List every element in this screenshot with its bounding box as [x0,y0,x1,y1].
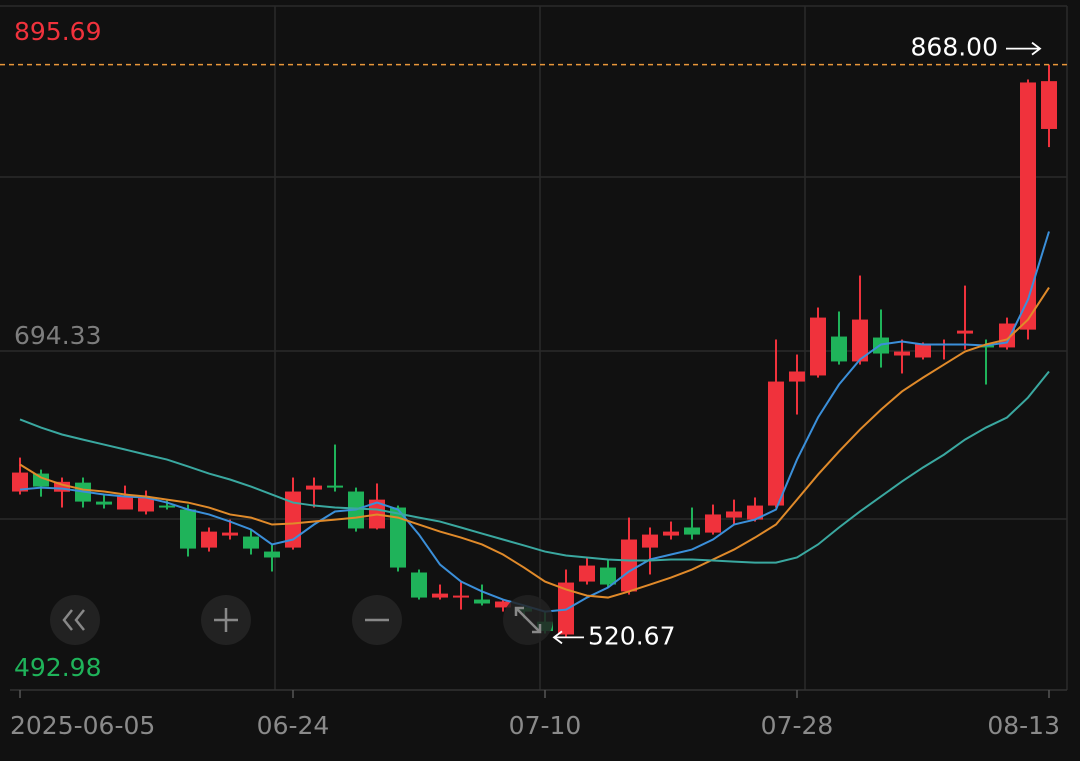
candle-body [96,501,112,505]
candle-body [915,343,931,358]
candle-body [705,514,721,533]
zoom-in-button[interactable] [201,595,251,645]
candle-body [579,565,595,582]
candle-body [663,531,679,536]
candle-body [474,599,490,604]
candle-body [1041,81,1057,129]
candle-body [726,511,742,518]
candle-body [810,317,826,376]
candle-body [789,371,805,382]
y-tick-label: 895.69 [14,17,101,46]
scroll-left-button[interactable] [50,595,100,645]
min-label: 520.67 [588,621,675,650]
x-tick-label: 06-24 [257,711,330,740]
grid [0,5,1068,691]
candle-body [138,497,154,512]
candle-body [411,572,427,598]
x-tick-label: 08-13 [987,711,1060,740]
candle-body [453,595,469,598]
candle-body [957,330,973,334]
candle-body [306,485,322,490]
zoom-out-button[interactable] [352,595,402,645]
candle-body [894,351,910,356]
candle-body [600,567,616,585]
candle-body [243,536,259,549]
y-tick-label: 694.33 [14,321,101,350]
candle-body [642,534,658,548]
candle-body [285,491,301,548]
candle-body [747,505,763,520]
labels: 492.98 694.33 895.69 2025-06-05 06-24 07-10 07… [10,17,1060,740]
candle-body [495,601,511,608]
plot [0,63,1067,698]
min-arrow-head [552,630,563,645]
candle-body [222,532,238,536]
candle-body [390,507,406,568]
candle-body [159,505,175,508]
x-tick-label: 07-28 [761,711,834,740]
y-tick-label: 492.98 [14,653,101,682]
x-tick-label: 2025-06-05 [10,711,155,740]
x-tick-label: 07-10 [509,711,582,740]
toolbar [50,595,553,645]
ma-line [19,370,1050,564]
ma-line [19,287,1050,599]
candle-body [432,593,448,598]
candle-body [327,485,343,488]
max-arrow-head [1031,41,1042,56]
candle-body [831,336,847,362]
max-label: 868.00 [911,33,998,62]
candle-body [12,472,28,492]
expand-button[interactable] [503,595,553,645]
candle-body [684,527,700,535]
candle-body [180,509,196,549]
candle-body [621,539,637,592]
candle-body [33,473,49,487]
candle-body [201,531,217,548]
candle-body [54,481,70,492]
candle-body [768,381,784,506]
candle-body [1020,82,1036,330]
candle-body [117,495,133,510]
candle-body [852,319,868,362]
candle-body [264,551,280,558]
